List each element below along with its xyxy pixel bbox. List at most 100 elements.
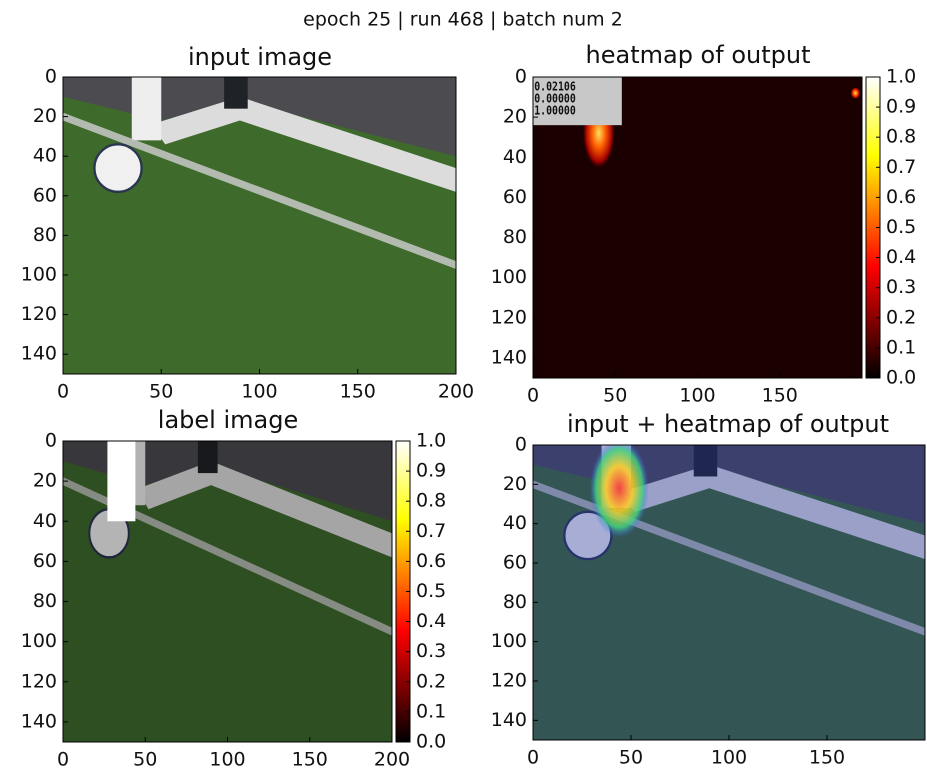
y-tick-label: 20	[503, 473, 527, 495]
x-tick-label: 50	[619, 747, 643, 769]
y-tick-label: 80	[33, 590, 57, 612]
colorbar-tick-label: 0.9	[416, 460, 446, 482]
y-tick-label: 20	[503, 106, 527, 128]
y-tick-label: 60	[33, 184, 57, 206]
panel-title: input + heatmap of output	[567, 410, 889, 438]
x-tick-label: 100	[209, 749, 245, 771]
colorbar-tick-label: 0.2	[416, 670, 446, 692]
y-tick-label: 140	[491, 709, 527, 731]
board	[137, 461, 392, 558]
image-area	[63, 77, 456, 374]
x-tick-label: 200	[438, 381, 474, 403]
x-tick-label: 150	[762, 385, 798, 407]
image	[63, 441, 392, 742]
colorbar-tick-label: 0.8	[886, 126, 916, 148]
colorbar-tick-label: 0.6	[886, 186, 916, 208]
x-tick-label: 150	[340, 381, 376, 403]
colorbar-tick-label: 0.4	[886, 246, 916, 268]
post	[131, 77, 162, 141]
y-tick-label: 60	[33, 550, 57, 572]
y-tick-label: 100	[21, 264, 57, 286]
y-tick-label: 100	[491, 630, 527, 652]
image-area	[63, 441, 392, 742]
x-tick-label: 200	[374, 749, 410, 771]
y-tick-label: 120	[491, 670, 527, 692]
x-tick-label: 100	[711, 747, 747, 769]
y-tick-label: 80	[33, 224, 57, 246]
board	[151, 96, 456, 192]
image-area	[533, 445, 925, 740]
stats-text: mean: 0.02106	[499, 79, 577, 93]
y-tick-label: 80	[503, 591, 527, 613]
colorbar-tick-label: 0.5	[886, 216, 916, 238]
y-tick-label: 20	[33, 470, 57, 492]
y-tick-label: 20	[33, 105, 57, 127]
label-box	[107, 441, 136, 522]
y-tick-label: 120	[21, 670, 57, 692]
y-tick-label: 0	[45, 66, 57, 88]
colorbar-tick-label: 0.0	[416, 731, 446, 753]
y-tick-label: 40	[503, 146, 527, 168]
colorbar-tick-label: 1.0	[416, 430, 446, 452]
panel-title: label image	[158, 406, 298, 434]
field-line	[63, 112, 456, 270]
x-tick-label: 100	[679, 385, 715, 407]
x-tick-label: 0	[527, 385, 539, 407]
stats-box	[533, 77, 622, 126]
figure-title: epoch 25 | run 468 | batch num 2	[303, 9, 623, 31]
colorbar-tick-label: 0.3	[416, 640, 446, 662]
x-tick-label: 50	[149, 381, 173, 403]
colorbar-tick-label: 0.5	[416, 580, 446, 602]
colorbar-tick-label: 0.9	[886, 96, 916, 118]
board	[621, 464, 925, 560]
colorbar-tick-label: 0.1	[416, 700, 446, 722]
stats-text: min: 0.00000	[505, 91, 576, 105]
y-tick-label: 0	[515, 434, 527, 456]
y-tick-label: 120	[491, 306, 527, 328]
colorbar-tick-label: 0.1	[886, 336, 916, 358]
y-tick-label: 0	[45, 430, 57, 452]
y-tick-label: 0	[515, 66, 527, 88]
colorbar-tick-label: 0.4	[416, 610, 446, 632]
x-tick-label: 50	[603, 385, 627, 407]
x-tick-label: 100	[241, 381, 277, 403]
y-tick-label: 80	[503, 226, 527, 248]
colorbar-tick-label: 0.2	[886, 306, 916, 328]
colorbar-tick-label: 0.3	[886, 276, 916, 298]
ball	[93, 143, 143, 194]
y-tick-label: 140	[491, 346, 527, 368]
y-tick-label: 40	[503, 512, 527, 534]
y-tick-label: 100	[21, 630, 57, 652]
y-tick-label: 60	[503, 552, 527, 574]
overlay-blob	[589, 445, 649, 538]
field-line	[63, 477, 392, 636]
colorbar-tick-label: 1.0	[886, 66, 916, 88]
panel-title: heatmap of output	[586, 41, 811, 69]
heat-spot	[850, 87, 861, 100]
y-tick-label: 140	[21, 710, 57, 732]
stats-text: max: 1.00000	[505, 103, 576, 117]
y-tick-label: 40	[33, 145, 57, 167]
x-tick-label: 150	[292, 749, 328, 771]
post-dark	[693, 445, 718, 477]
x-tick-label: 0	[57, 381, 69, 403]
colorbar-tick-label: 0.7	[416, 520, 446, 542]
y-tick-label: 40	[33, 510, 57, 532]
y-tick-label: 100	[491, 266, 527, 288]
y-tick-label: 60	[503, 186, 527, 208]
y-tick-label: 120	[21, 303, 57, 325]
image	[533, 445, 925, 740]
post-dark	[197, 441, 218, 474]
image	[63, 77, 456, 374]
y-tick-label: 140	[21, 343, 57, 365]
colorbar-tick-label: 0.7	[886, 156, 916, 178]
x-tick-label: 150	[809, 747, 845, 769]
panel-title: input image	[188, 43, 332, 71]
colorbar-tick-label: 0.8	[416, 490, 446, 512]
colorbar-tick-label: 0.0	[886, 367, 916, 389]
x-tick-label: 50	[133, 749, 157, 771]
x-tick-label: 0	[527, 747, 539, 769]
